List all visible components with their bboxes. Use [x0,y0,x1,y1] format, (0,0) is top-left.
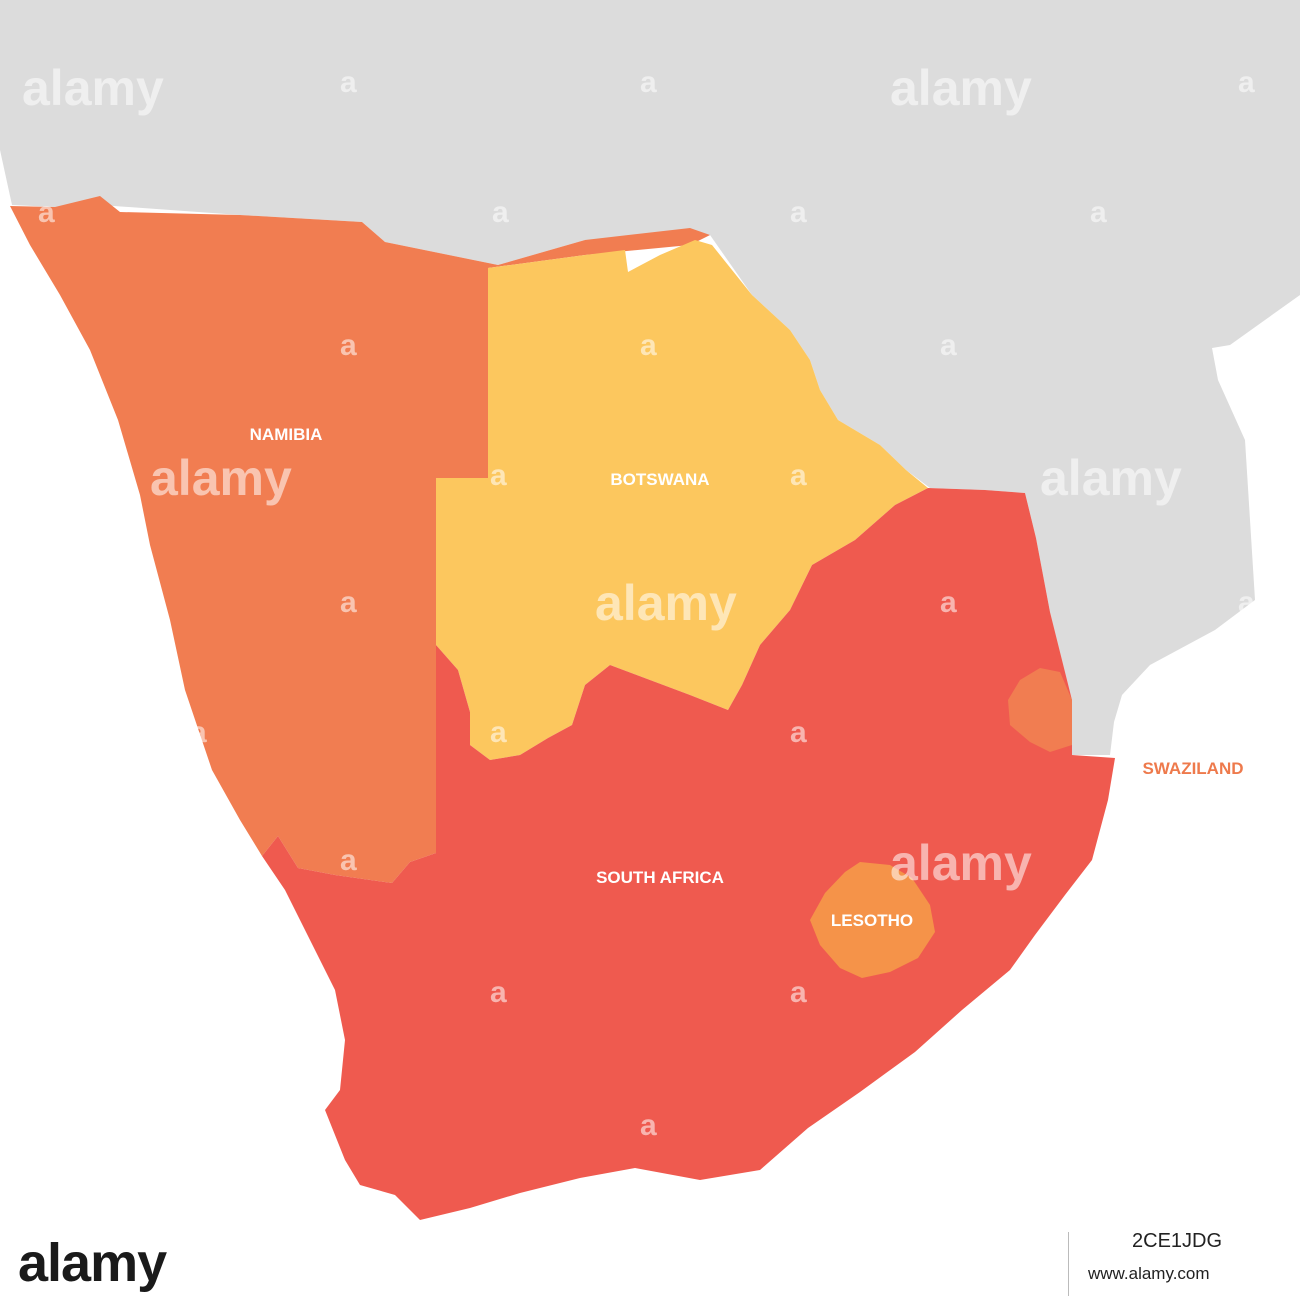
watermark-letter: a [490,459,507,492]
watermark-letter: a [1090,196,1107,229]
label-botswana: BOTSWANA [610,470,709,489]
map-area: alamy alamy alamy alamy alamy alamy a a … [0,0,1300,1220]
watermark-letter: a [492,196,509,229]
region-background-land [0,0,1300,755]
southern-africa-map: alamy alamy alamy alamy alamy alamy a a … [0,0,1300,1220]
region-lesotho [810,862,935,978]
watermark-letter: a [940,586,957,619]
region-botswana [436,240,928,760]
region-south-africa [262,488,1115,1220]
watermark-word: alamy [22,60,164,116]
site-url-text: www.alamy.com [1088,1264,1210,1283]
watermark-letter: a [38,196,55,229]
footer-divider [1068,1232,1069,1296]
watermark-word: alamy [890,835,1032,891]
watermark-letter: a [340,844,357,877]
watermark-letter: a [790,459,807,492]
watermark-letter: a [790,196,807,229]
region-namibia [10,196,710,883]
label-south-africa: SOUTH AFRICA [596,868,724,887]
watermark-letter: a [790,716,807,749]
watermark-layer: alamy alamy alamy alamy alamy alamy a a … [22,60,1255,1142]
watermark-letter: a [490,976,507,1009]
watermark-letter: a [1238,586,1255,619]
watermark-letter: a [940,329,957,362]
watermark-letter: a [640,329,657,362]
watermark-letter: a [340,586,357,619]
watermark-word: alamy [1040,450,1182,506]
brand-logo: alamy [18,1233,167,1293]
watermark-letter: a [190,716,207,749]
stock-footer: alamy 2CE1JDG www.alamy.com [0,1220,1300,1310]
watermark-word: alamy [150,450,292,506]
watermark-letter: a [1238,329,1255,362]
label-lesotho: LESOTHO [831,911,913,930]
label-swaziland: SWAZILAND [1142,759,1243,778]
watermark-letter: a [490,716,507,749]
watermark-letter: a [640,1109,657,1142]
watermark-letter: a [340,66,357,99]
watermark-letter: a [1238,66,1255,99]
watermark-word: alamy [595,575,737,631]
watermark-letter: a [790,976,807,1009]
label-namibia: NAMIBIA [250,425,323,444]
region-swaziland [1008,668,1072,752]
image-id-text: 2CE1JDG [1132,1230,1223,1252]
watermark-letter: a [640,66,657,99]
watermark-word: alamy [890,60,1032,116]
watermark-letter: a [340,329,357,362]
